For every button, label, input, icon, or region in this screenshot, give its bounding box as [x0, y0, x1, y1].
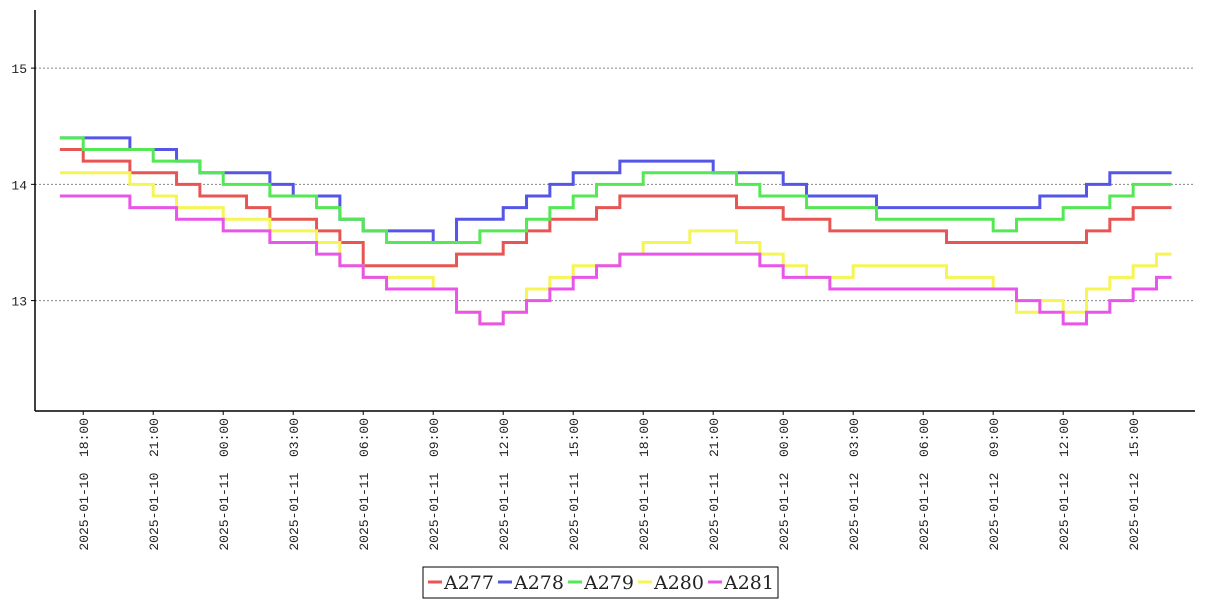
- x-tick-label: 2025-01-12 12:00: [1057, 418, 1072, 551]
- x-tick-label: 2025-01-10 18:00: [77, 418, 92, 551]
- legend-label: A281: [723, 572, 774, 594]
- series-line: [59, 136, 1172, 244]
- x-tick-label: 2025-01-11 03:00: [287, 418, 302, 551]
- y-tick-label: 15: [11, 62, 27, 77]
- series-line: [59, 136, 1172, 244]
- x-tick-label: 2025-01-10 21:00: [147, 418, 162, 551]
- x-tick-label: 2025-01-11 00:00: [217, 418, 232, 551]
- x-tick-label: 2025-01-12 15:00: [1127, 418, 1142, 551]
- legend-label: A280: [653, 572, 704, 594]
- x-tick-label: 2025-01-11 18:00: [637, 418, 652, 551]
- x-tick-label: 2025-01-12 06:00: [917, 418, 932, 551]
- legend-label: A279: [583, 572, 634, 594]
- x-tick-label: 2025-01-11 21:00: [707, 418, 722, 551]
- x-tick-label: 2025-01-11 06:00: [357, 418, 372, 551]
- x-tick-label: 2025-01-11 15:00: [567, 418, 582, 551]
- y-tick-label: 13: [11, 295, 27, 310]
- legend-label: A277: [443, 572, 494, 594]
- x-tick-label: 2025-01-11 12:00: [497, 418, 512, 551]
- x-tick-label: 2025-01-12 00:00: [777, 418, 792, 551]
- x-tick-label: 2025-01-12 09:00: [987, 418, 1002, 551]
- series-line: [59, 194, 1172, 326]
- x-tick-label: 2025-01-12 03:00: [847, 418, 862, 551]
- x-tick-label: 2025-01-11 09:00: [427, 418, 442, 551]
- legend: A277 A278 A279 A280 A281: [422, 566, 779, 599]
- y-tick-label: 14: [11, 178, 27, 193]
- series-line: [59, 147, 1172, 268]
- legend-label: A278: [513, 572, 564, 594]
